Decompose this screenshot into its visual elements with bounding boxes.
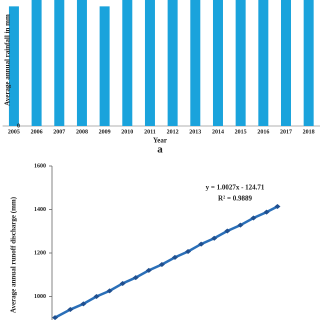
bar bbox=[54, 0, 65, 126]
y-tick-label: 1000 bbox=[34, 294, 46, 300]
data-point bbox=[158, 262, 165, 268]
bar-plot bbox=[2, 0, 320, 127]
data-point bbox=[198, 241, 205, 247]
annotation: y = 1.0027x - 124.71 bbox=[206, 184, 265, 192]
x-tick-label: 2017 bbox=[280, 129, 292, 135]
data-point bbox=[237, 222, 244, 228]
bar bbox=[190, 0, 201, 126]
data-point bbox=[224, 228, 231, 234]
data-point bbox=[250, 215, 257, 221]
x-tick-label: 2013 bbox=[189, 129, 201, 135]
data-point bbox=[119, 280, 126, 286]
bar bbox=[76, 0, 87, 126]
data-point bbox=[211, 235, 218, 241]
x-tick-label: 2007 bbox=[53, 129, 65, 135]
data-line bbox=[54, 205, 279, 319]
data-point bbox=[80, 301, 87, 307]
bar bbox=[144, 0, 155, 126]
bar bbox=[8, 6, 19, 127]
data-point bbox=[145, 267, 152, 273]
bar bbox=[258, 0, 269, 126]
x-tick-label: 2012 bbox=[167, 129, 179, 135]
annotation: R² = 0.9889 bbox=[218, 195, 252, 203]
data-point bbox=[132, 275, 139, 281]
y-axis-label: Average annual rainfall in mm bbox=[4, 14, 12, 106]
y-tick-label: 1400 bbox=[34, 207, 46, 213]
data-point bbox=[171, 254, 178, 260]
bar bbox=[280, 0, 291, 126]
x-tick-label: 2006 bbox=[31, 129, 43, 135]
data-point bbox=[185, 248, 192, 254]
x-tick-label: 2010 bbox=[121, 129, 133, 135]
bar bbox=[303, 0, 314, 126]
y-axis-label: Average annual runoff discharge (mm) bbox=[10, 196, 18, 313]
x-tick-label: 2015 bbox=[235, 129, 247, 135]
x-axis-label: Year bbox=[153, 137, 167, 145]
y-tick-label: 0 bbox=[17, 123, 20, 129]
data-point bbox=[52, 315, 59, 320]
data-point bbox=[106, 288, 113, 294]
x-tick-label: 2008 bbox=[76, 129, 88, 135]
bar bbox=[31, 0, 42, 126]
x-tick-label: 2018 bbox=[303, 129, 315, 135]
data-point bbox=[274, 203, 281, 209]
x-tick-label: 2016 bbox=[257, 129, 269, 135]
y-tick-label: 1200 bbox=[34, 250, 46, 256]
bar bbox=[212, 0, 223, 126]
data-point bbox=[93, 294, 100, 299]
bar bbox=[99, 6, 110, 127]
line-plot bbox=[52, 203, 281, 320]
x-tick-label: 2009 bbox=[99, 129, 111, 135]
x-tick-label: 2005 bbox=[8, 129, 20, 135]
bar bbox=[235, 0, 246, 126]
caption: a bbox=[157, 144, 163, 156]
bar bbox=[122, 0, 133, 126]
x-tick-label: 2014 bbox=[212, 129, 224, 135]
y-tick-label: 1600 bbox=[34, 163, 46, 169]
bar bbox=[167, 0, 178, 126]
data-point bbox=[263, 209, 270, 215]
labels: Average annual rainfall in mm Year a Ave… bbox=[4, 14, 315, 320]
data-point bbox=[67, 307, 74, 313]
x-tick-label: 2011 bbox=[144, 129, 156, 135]
